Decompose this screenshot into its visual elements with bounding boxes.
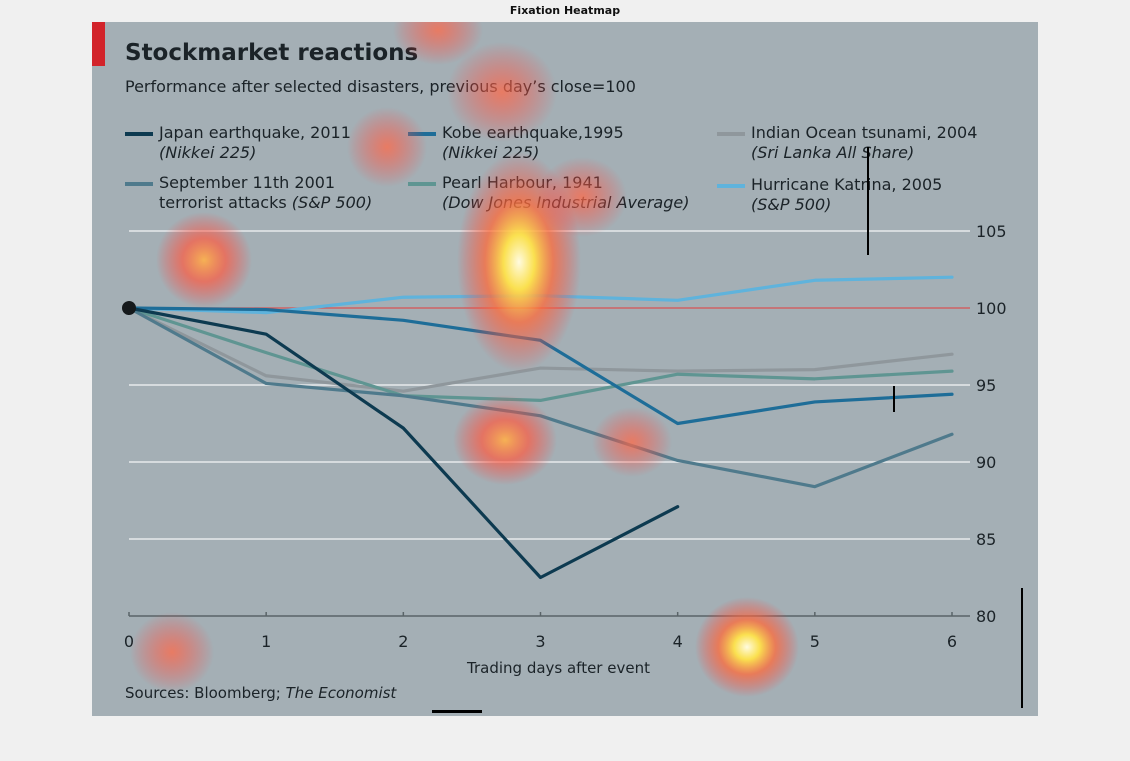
- x-axis-title: Trading days after event: [466, 659, 650, 677]
- legend-sub-japan: (Nikkei 225): [159, 143, 257, 162]
- chart-title: Stockmarket reactions: [125, 40, 419, 66]
- y-tick-label: 95: [976, 376, 996, 395]
- series-line: [127, 306, 954, 489]
- y-tick-label: 100: [976, 299, 1007, 318]
- series-line: [127, 306, 954, 402]
- vertical-mark: [893, 386, 895, 412]
- line-chart: 80 85 90 95 100 105 0 1 2 3 4 5 6 Trading days after …: [122, 222, 1007, 677]
- legend-sub-plain-sept11: terrorist attacks: [159, 193, 292, 212]
- legend-sub-sept11: (S&P 500): [291, 193, 373, 212]
- legend-swatch-sept11: [125, 182, 153, 186]
- legend-label-tsunami: Indian Ocean tsunami, 2004: [751, 123, 978, 142]
- series-line: [127, 306, 680, 580]
- origin-marker: [122, 301, 136, 315]
- x-tick-label: 0: [124, 632, 134, 651]
- window-title: Fixation Heatmap: [509, 4, 621, 17]
- legend-sub-katrina: (S&P 500): [751, 195, 832, 214]
- figure-image: Stockmarket reactions Performance after …: [92, 22, 1038, 716]
- x-tick-label: 6: [947, 632, 957, 651]
- y-tick-label: 85: [976, 530, 996, 549]
- sources-italic: The Economist: [285, 684, 397, 702]
- y-tick-label: 80: [976, 607, 996, 626]
- series-line: [127, 306, 954, 426]
- vertical-mark: [1021, 588, 1023, 708]
- x-tick-label: 1: [261, 632, 271, 651]
- legend-sub-tsunami: (Sri Lanka All Share): [751, 143, 915, 162]
- legend-swatch-japan: [125, 132, 153, 136]
- legend-swatch-tsunami: [717, 132, 745, 136]
- y-tick-label: 90: [976, 453, 996, 472]
- x-tick-label: 2: [398, 632, 408, 651]
- x-tick-label: 3: [535, 632, 545, 651]
- legend-swatch-katrina: [717, 184, 745, 188]
- y-tick-label: 105: [976, 222, 1007, 241]
- sources-prefix: Sources: Bloomberg;: [125, 684, 286, 702]
- red-tab-marker: [92, 22, 105, 66]
- vertical-mark: [867, 147, 869, 255]
- horizontal-mark: [432, 710, 482, 713]
- legend-label-sept11: September 11th 2001: [159, 173, 336, 192]
- sources-note: Sources: Bloomberg; The Economist: [125, 684, 396, 702]
- x-tick-label: 4: [673, 632, 683, 651]
- legend-label-japan: Japan earthquake, 2011: [159, 123, 351, 142]
- x-tick-label: 5: [810, 632, 820, 651]
- legend-label-katrina: Hurricane Katrina, 2005: [751, 175, 943, 194]
